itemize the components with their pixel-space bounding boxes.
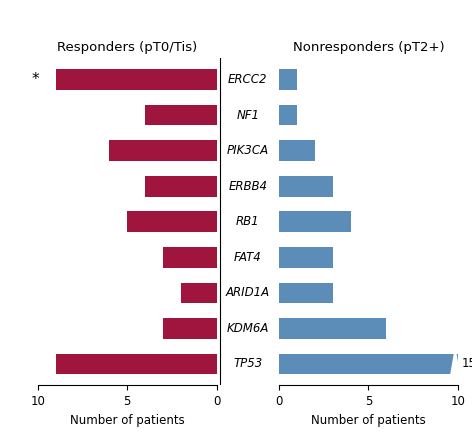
Bar [56, 353, 217, 374]
X-axis label: Number of patients: Number of patients [70, 414, 185, 426]
Bar [163, 318, 217, 339]
Title: Responders (pT0/Tis): Responders (pT0/Tis) [57, 41, 197, 54]
Text: ERCC2: ERCC2 [228, 73, 268, 86]
Bar [145, 176, 217, 197]
Bar [279, 211, 351, 232]
X-axis label: Number of patients: Number of patients [311, 414, 426, 426]
Text: FAT4: FAT4 [234, 251, 261, 264]
Bar [279, 318, 387, 339]
Text: RB1: RB1 [236, 215, 260, 228]
Text: NF1: NF1 [236, 108, 259, 121]
Text: ERBB4: ERBB4 [228, 180, 267, 193]
Title: Nonresponders (pT2+): Nonresponders (pT2+) [293, 41, 444, 54]
Bar [279, 105, 297, 125]
Bar [279, 140, 315, 161]
Polygon shape [452, 353, 459, 374]
Bar [56, 69, 217, 90]
Text: *: * [32, 72, 40, 87]
Text: ARID1A: ARID1A [226, 286, 270, 299]
Bar [279, 69, 297, 90]
Bar [109, 140, 217, 161]
Bar [127, 211, 217, 232]
Bar [163, 247, 217, 267]
Text: PIK3CA: PIK3CA [227, 144, 269, 157]
Bar [145, 105, 217, 125]
Text: TP53: TP53 [233, 358, 262, 370]
Bar [279, 176, 333, 197]
Bar [279, 247, 333, 267]
Bar [181, 283, 217, 303]
Bar [279, 283, 333, 303]
Bar [279, 353, 458, 374]
Text: 15: 15 [462, 358, 472, 370]
Text: KDM6A: KDM6A [227, 322, 269, 335]
